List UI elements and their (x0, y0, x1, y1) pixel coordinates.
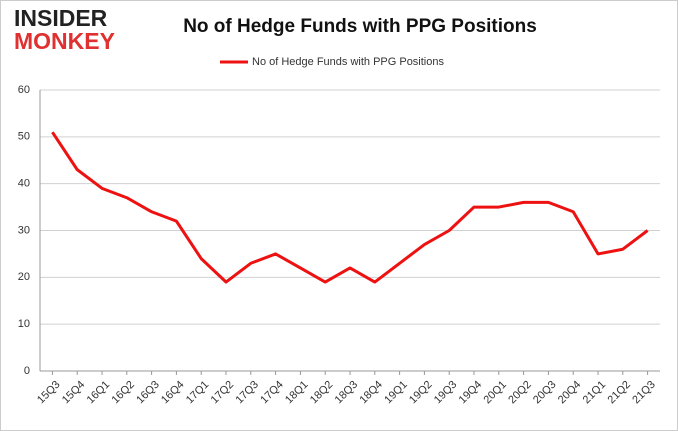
y-tick-label: 50 (18, 131, 30, 143)
y-tick-label: 0 (24, 365, 30, 377)
legend-label: No of Hedge Funds with PPG Positions (252, 56, 444, 68)
y-tick-label: 30 (18, 224, 30, 236)
y-tick-label: 60 (18, 84, 30, 96)
y-tick-label: 10 (18, 318, 30, 330)
y-tick-label: 20 (18, 271, 30, 283)
data-line (51, 131, 649, 284)
chart-title: No of Hedge Funds with PPG Positions (183, 16, 537, 37)
logo-bottom: MONKEY (14, 28, 115, 54)
logo-top: INSIDER (14, 5, 108, 31)
y-tick-label: 40 (18, 178, 30, 190)
